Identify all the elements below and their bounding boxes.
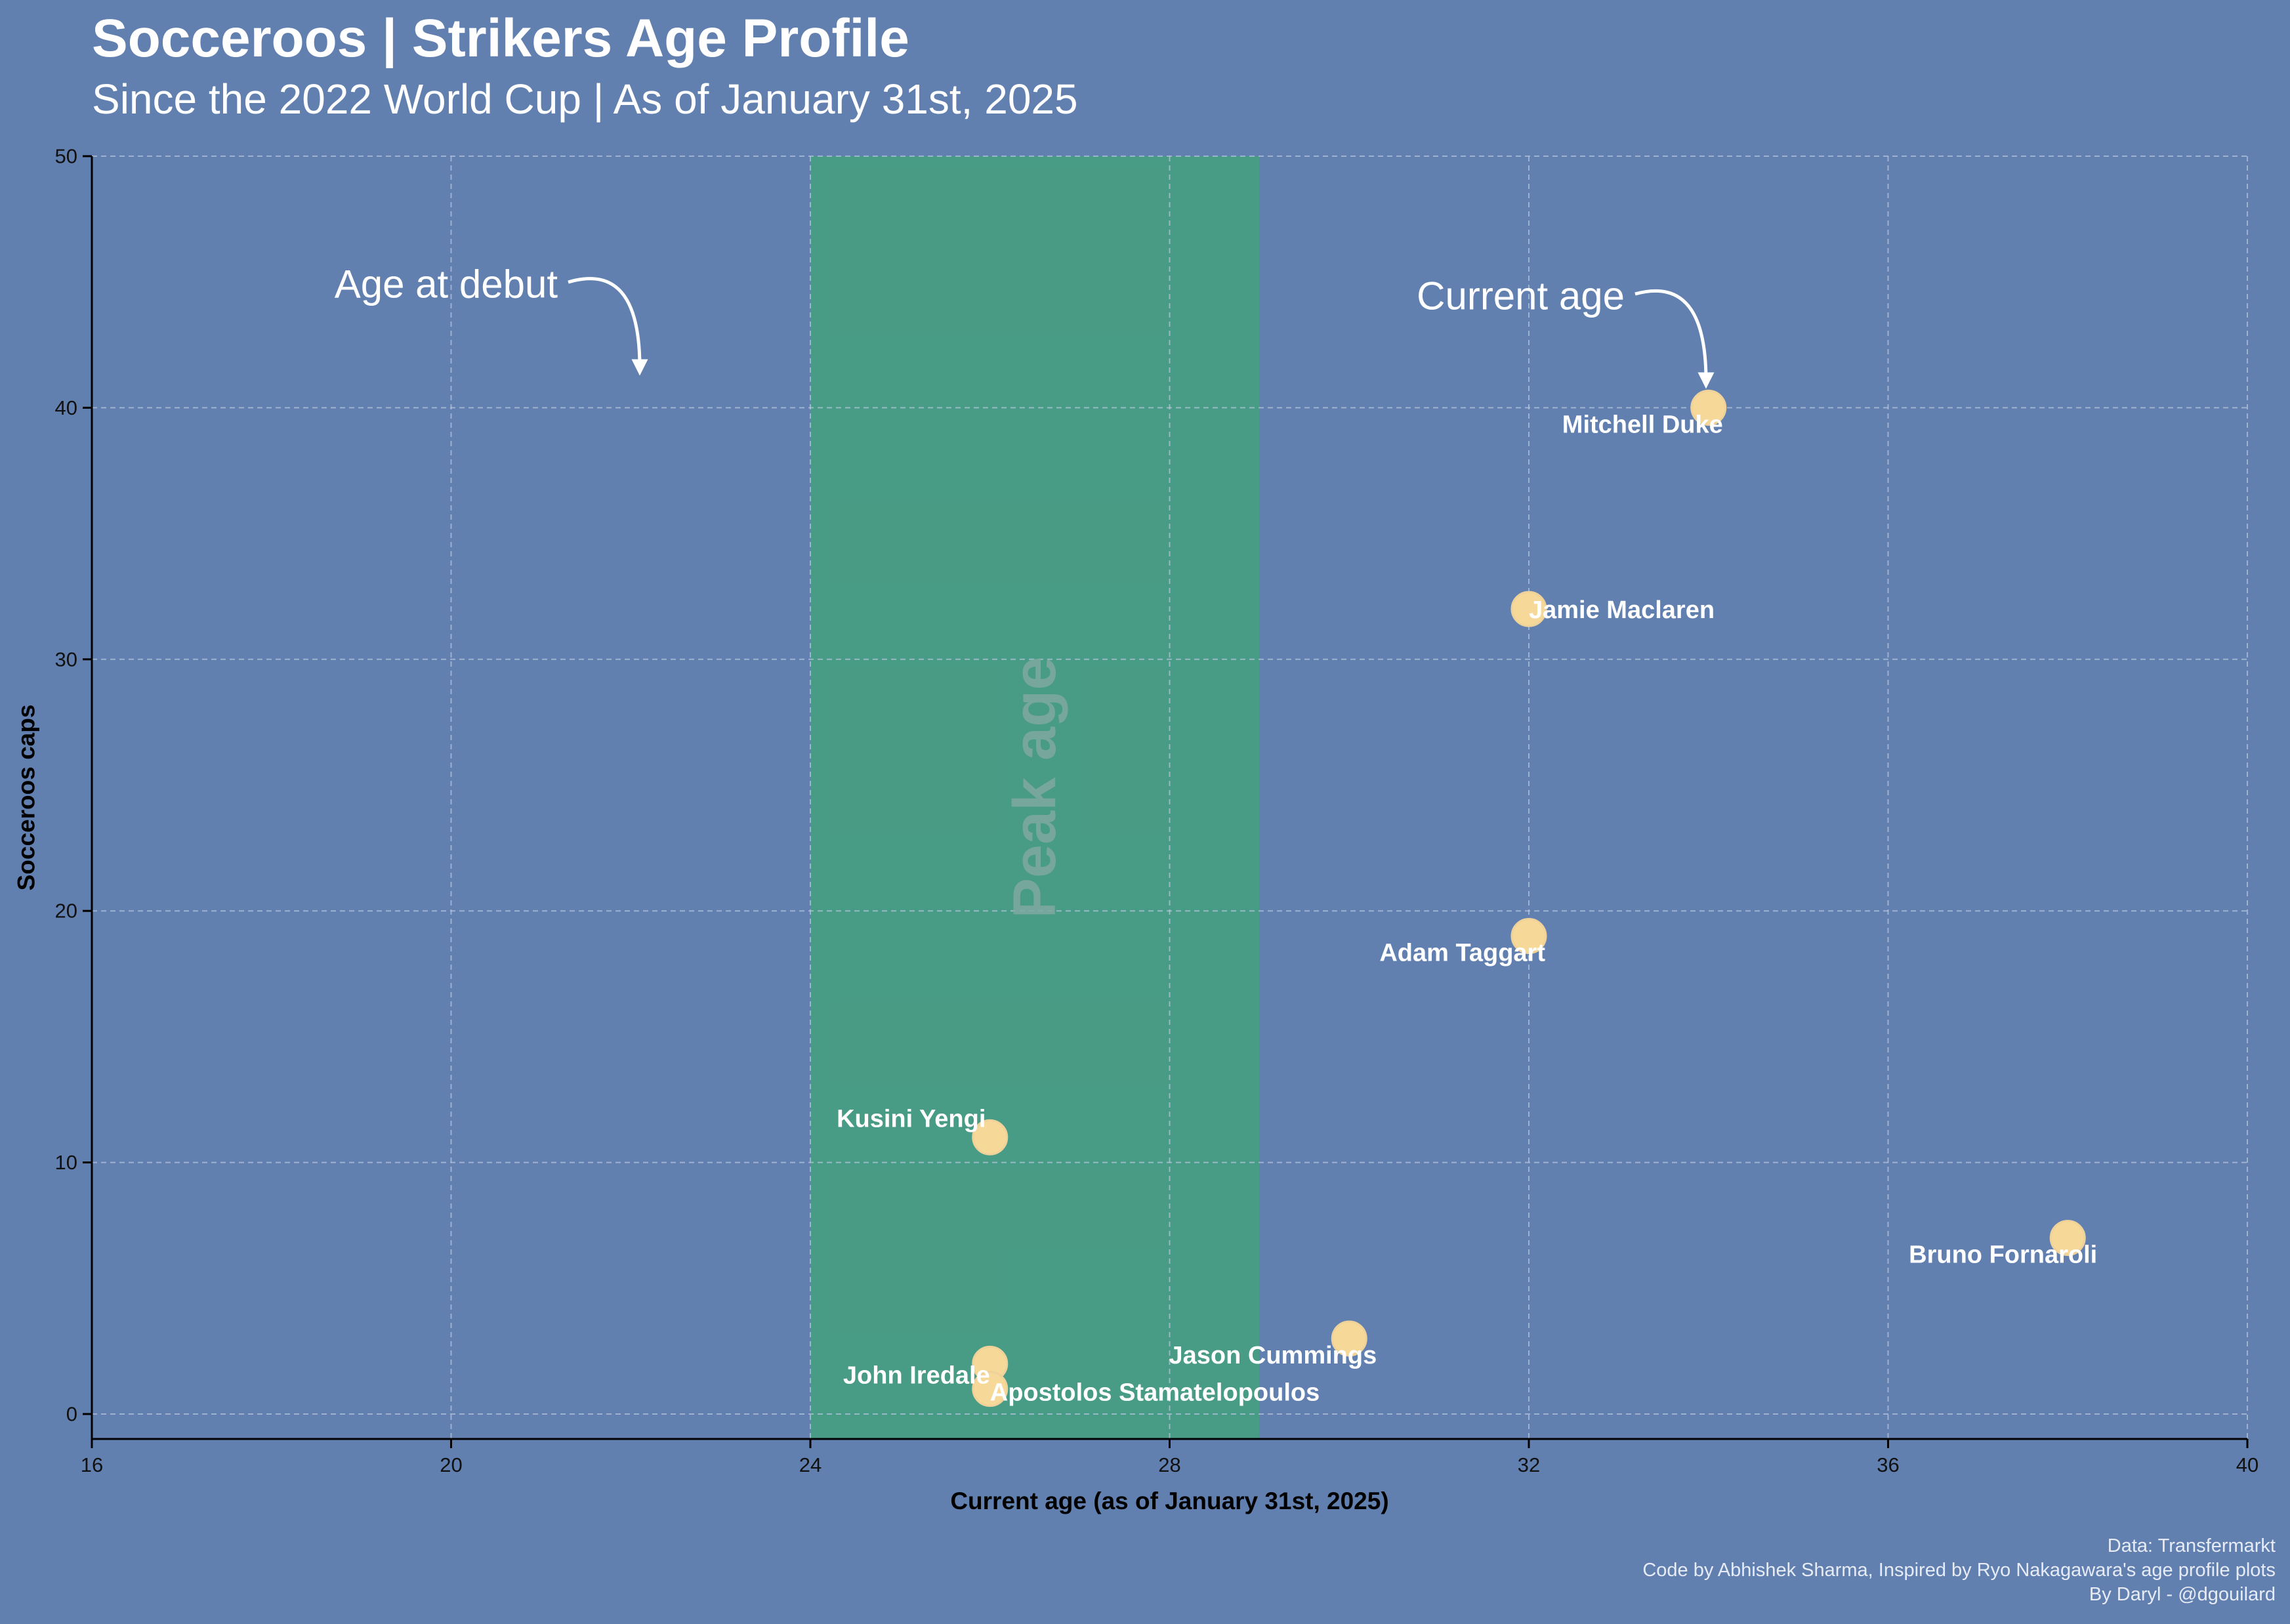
player-label: Jason Cummings [1169, 1342, 1377, 1369]
current-age-dot [1690, 389, 1727, 426]
y-tick-label: 30 [55, 648, 77, 671]
current-age-dot [1510, 918, 1547, 955]
y-tick-label: 50 [55, 145, 77, 168]
y-tick-label: 0 [66, 1403, 77, 1426]
credits: Data: Transfermarkt Code by Abhishek Sha… [1642, 1534, 2276, 1607]
player-label: Kusini Yengi [837, 1105, 986, 1133]
player-label: Jamie Maclaren [1529, 596, 1715, 624]
x-tick-label: 28 [1158, 1453, 1180, 1476]
x-tick-label: 20 [440, 1453, 462, 1476]
x-tick-label: 24 [799, 1453, 822, 1476]
annotation-age-at-debut: Age at debut [335, 262, 558, 306]
x-tick-label: 36 [1877, 1453, 1899, 1476]
current-age-dot [972, 1119, 1009, 1156]
player-label: Mitchell Duke [1562, 411, 1723, 438]
x-axis-title: Current age (as of January 31st, 2025) [950, 1488, 1388, 1514]
peak-age-band [810, 156, 1260, 1439]
current-age-dot [972, 1371, 1009, 1407]
x-tick-label: 32 [1518, 1453, 1540, 1476]
y-axis-title: Socceroos caps [13, 705, 40, 891]
current-age-dot [1331, 1320, 1367, 1357]
player-bars [361, 389, 2086, 1407]
x-tick-label: 16 [81, 1453, 103, 1476]
peak-age-label: Peak age [1001, 657, 1068, 919]
y-tick-label: 20 [55, 900, 77, 923]
annotation-arrow-debut [568, 277, 648, 376]
credit-author: By Daryl - @dgouilard [2089, 1584, 2276, 1605]
player-label: John Iredale [843, 1362, 990, 1389]
x-tick-label: 40 [2236, 1453, 2259, 1476]
credit-data-source: Data: Transfermarkt [2107, 1535, 2276, 1556]
player-label: Apostolos Stamatelopoulos [990, 1379, 1320, 1407]
credit-code-by: Code by Abhishek Sharma, Inspired by Ryo… [1642, 1560, 2276, 1581]
peak-age-band-group [810, 156, 1260, 1439]
player-label: Adam Taggart [1379, 940, 1545, 967]
chart-title: Socceroos | Strikers Age Profile [92, 9, 909, 68]
player-labels: Mitchell Duke Jamie Maclaren Adam Taggart K… [837, 411, 2097, 1406]
peak-age-label-group: Peak age [1001, 657, 1068, 919]
y-tick-label: 40 [55, 396, 77, 419]
current-age-dot [2049, 1220, 2086, 1257]
chart-subtitle: Since the 2022 World Cup | As of January… [92, 75, 1078, 123]
y-tick-label: 10 [55, 1151, 77, 1174]
axes: 16 20 24 28 32 36 40 0 10 20 30 40 50 Current age (as… [13, 145, 2259, 1515]
player-label: Bruno Fornaroli [1909, 1241, 2097, 1269]
annotation-current-age: Current age [1417, 274, 1625, 318]
annotations: Age at debut Current age [335, 262, 1715, 389]
current-age-dot [1510, 591, 1547, 627]
annotation-arrow-current [1634, 289, 1715, 389]
